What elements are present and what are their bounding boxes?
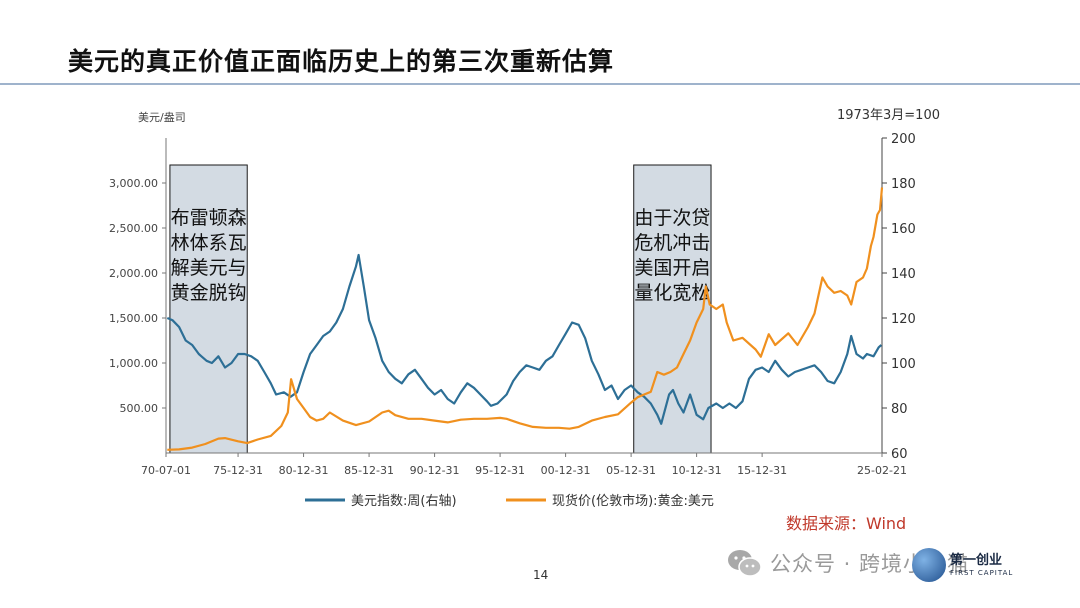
x-axis-tick-label: 70-07-01	[141, 464, 191, 477]
right-axis-tick-label: 80	[891, 402, 908, 417]
x-axis-tick-label: 25-02-21	[857, 464, 907, 477]
x-axis-tick-label: 90-12-31	[410, 464, 460, 477]
left-axis-tick-label: 2,500.00	[109, 222, 158, 235]
shaded-region-label: 由于次贷	[634, 207, 710, 229]
shaded-region-label: 黄金脱钩	[171, 282, 247, 304]
data-source-note: 数据来源：Wind	[786, 514, 907, 533]
right-axis-tick-label: 120	[891, 312, 916, 327]
right-axis-tick-label: 100	[891, 357, 916, 372]
gold-price-line	[167, 187, 884, 451]
shaded-region-label: 林体系瓦	[171, 232, 247, 254]
wechat-icon	[726, 548, 762, 578]
logo-english-name: FIRST CAPITAL	[950, 568, 1014, 577]
x-axis-tick-label: 95-12-31	[475, 464, 525, 477]
left-axis-tick-label: 500.00	[120, 402, 159, 415]
logo-chinese-name: 第一创业	[950, 552, 1003, 568]
right-axis-tick-label: 180	[891, 177, 916, 192]
shaded-region-label: 解美元与	[171, 257, 247, 279]
page-number: 14	[533, 568, 549, 582]
right-axis-tick-label: 160	[891, 222, 916, 237]
shaded-region-label: 量化宽松	[634, 282, 710, 304]
x-axis-tick-label: 80-12-31	[279, 464, 329, 477]
legend-gold-price-label: 现货价(伦敦市场):黄金:美元	[552, 493, 714, 509]
shaded-region-2	[633, 164, 712, 454]
shaded-region-label: 布雷顿森	[171, 207, 247, 229]
legend-dollar-index-label: 美元指数:周(右轴)	[351, 494, 457, 509]
left-axis-tick-label: 1,500.00	[109, 312, 158, 325]
shaded-region-label: 美国开启	[634, 257, 710, 279]
globe-icon	[912, 548, 946, 582]
first-capital-logo: 第一创业 FIRST CAPITAL	[912, 548, 1013, 582]
right-axis-tick-label: 60	[891, 447, 908, 462]
left-axis-tick-label: 2,000.00	[109, 267, 158, 280]
right-axis-unit: 1973年3月=100	[837, 108, 940, 123]
title-divider	[0, 83, 1080, 85]
x-axis-tick-label: 15-12-31	[737, 464, 787, 477]
slide-title: 美元的真正价值正面临历史上的第三次重新估算	[68, 47, 615, 76]
right-axis-tick-label: 140	[891, 267, 916, 282]
x-axis-tick-label: 00-12-31	[541, 464, 591, 477]
left-axis-tick-label: 1,000.00	[109, 357, 158, 370]
left-axis-unit: 美元/盎司	[138, 110, 186, 124]
shaded-region-label: 危机冲击	[634, 232, 710, 254]
x-axis-tick-label: 05-12-31	[606, 464, 656, 477]
x-axis-tick-label: 75-12-31	[213, 464, 263, 477]
left-axis-tick-label: 3,000.00	[109, 177, 158, 190]
right-axis-tick-label: 200	[891, 132, 916, 147]
dollar-index-line	[166, 253, 883, 425]
x-axis-tick-label: 10-12-31	[672, 464, 722, 477]
x-axis-tick-label: 85-12-31	[344, 464, 394, 477]
shaded-region-1	[169, 164, 248, 454]
